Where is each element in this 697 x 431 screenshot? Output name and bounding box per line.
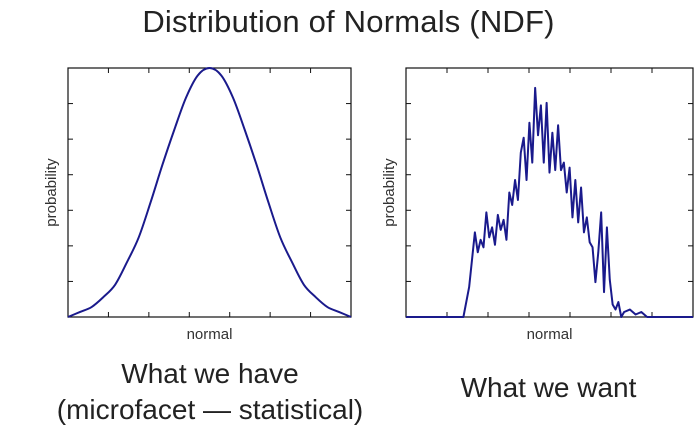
- chart-panel-left: normal probability: [30, 60, 360, 355]
- y-axis-label: probability: [43, 158, 60, 227]
- x-axis-label: normal: [527, 326, 573, 343]
- series-line: [67, 67, 352, 318]
- series-line: [406, 86, 693, 318]
- plot-frame: [405, 67, 694, 318]
- caption-left-line1: What we have: [121, 358, 299, 389]
- chart-left: normal probability: [43, 67, 352, 343]
- y-axis-label: probability: [381, 158, 398, 227]
- slide-title: Distribution of Normals (NDF): [142, 4, 555, 39]
- plot-frame: [67, 67, 352, 318]
- chart-panel-right: normal probability: [372, 60, 697, 355]
- caption-right: What we want: [400, 370, 697, 406]
- caption-left: What we have (microfacet — statistical): [40, 356, 380, 428]
- caption-right-line1: What we want: [460, 372, 637, 403]
- chart-right: normal probability: [381, 67, 694, 343]
- caption-left-line2: (microfacet — statistical): [56, 394, 364, 425]
- x-axis-label: normal: [187, 326, 233, 343]
